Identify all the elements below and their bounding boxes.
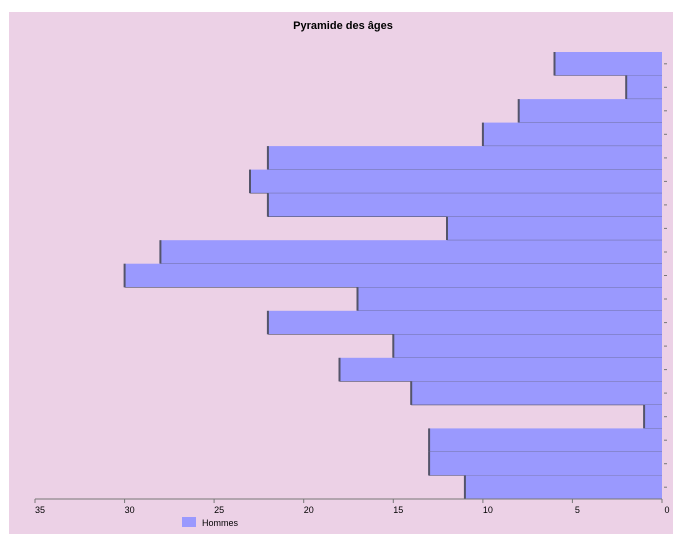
bar-6 <box>267 193 662 217</box>
bar-13 <box>339 357 662 382</box>
bar-7 <box>447 216 662 241</box>
chart-title: Pyramide des âges <box>293 20 393 32</box>
bar-15 <box>644 404 662 429</box>
y-tick-marks <box>664 63 667 488</box>
x-tick-label-0: 35 <box>35 505 45 515</box>
bars-layer <box>123 52 663 500</box>
bar-11 <box>267 310 662 335</box>
x-axis: 35 30 25 20 15 10 5 0 <box>34 498 670 515</box>
x-tick-label-5: 10 <box>483 505 493 515</box>
x-tick-label-6: 5 <box>575 505 580 515</box>
bar-3 <box>482 122 662 147</box>
bar-18 <box>464 475 662 499</box>
bar-14 <box>411 381 662 405</box>
x-tick-label-2: 25 <box>214 505 224 515</box>
bar-12 <box>393 334 662 358</box>
x-tick-label-1: 30 <box>125 505 135 515</box>
bar-1 <box>626 75 662 99</box>
bar-5 <box>250 169 662 194</box>
bar-10 <box>357 287 662 311</box>
bar-16 <box>429 428 662 452</box>
legend: Hommes <box>182 517 239 528</box>
bar-9 <box>124 263 663 288</box>
bar-2 <box>518 99 662 123</box>
x-tick-label-4: 15 <box>393 505 403 515</box>
x-tick-label-3: 20 <box>304 505 314 515</box>
legend-swatch-hommes <box>182 517 196 527</box>
bar-17 <box>429 451 662 476</box>
bar-4 <box>267 146 662 170</box>
bar-8 <box>160 240 662 264</box>
x-tick-label-7: 0 <box>664 505 669 515</box>
legend-label-hommes: Hommes <box>202 518 239 528</box>
bar-0 <box>554 52 662 76</box>
